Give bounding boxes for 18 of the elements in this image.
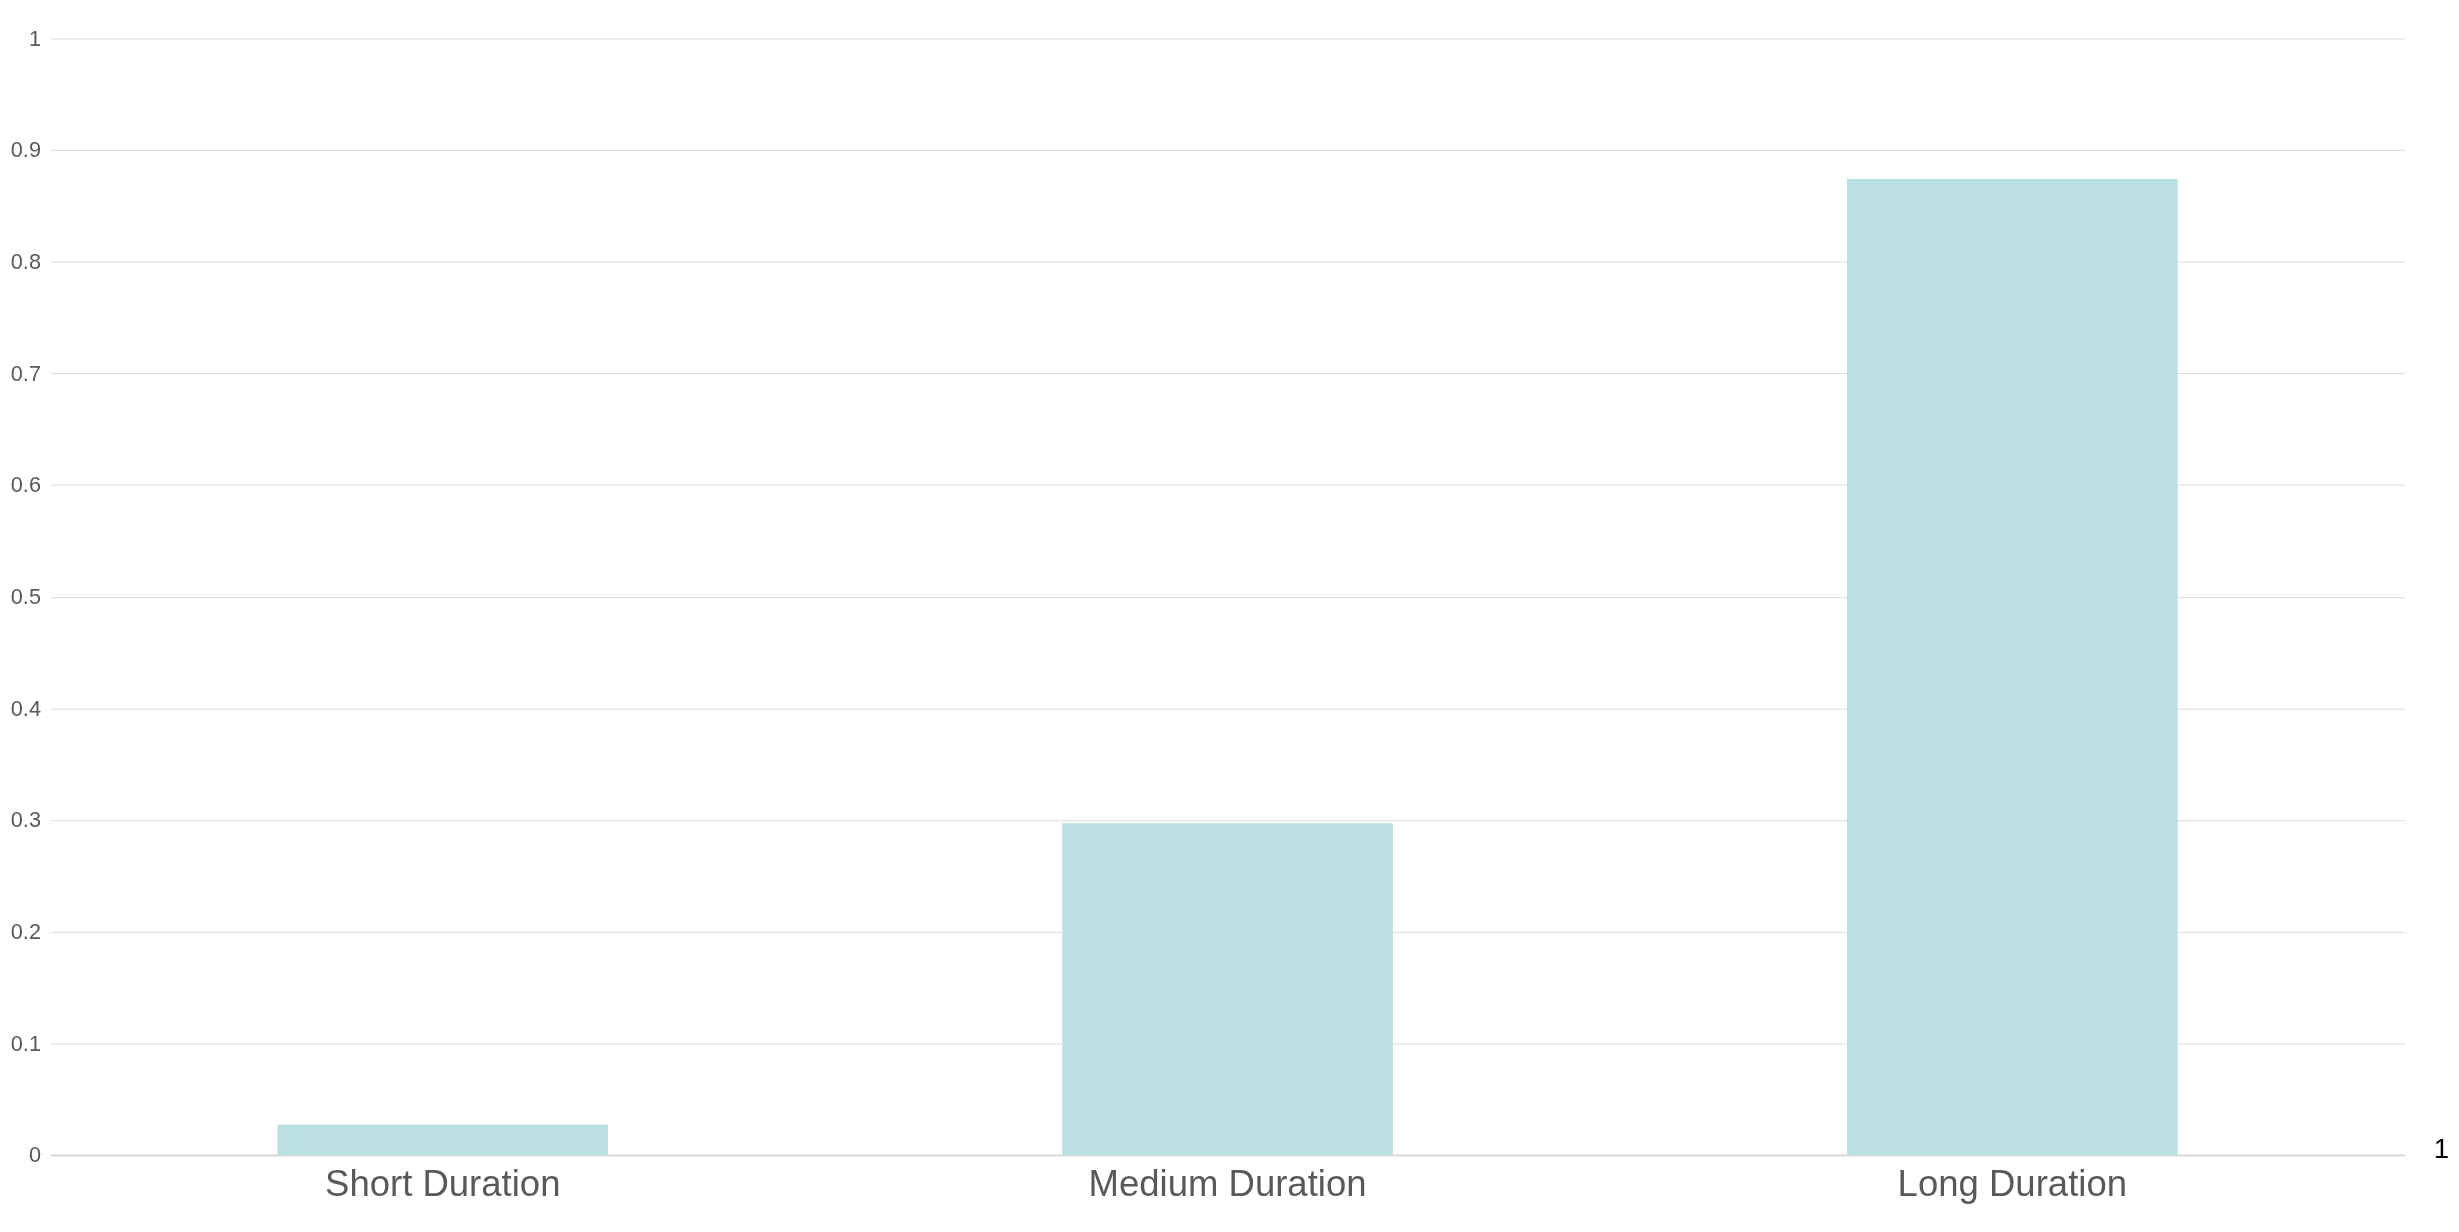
y-tick-label: 0.7 bbox=[10, 360, 41, 386]
y-tick-label: 1 bbox=[28, 25, 41, 51]
x-tick-label: Medium Duration bbox=[1088, 1162, 1367, 1204]
y-tick-label: 0.9 bbox=[10, 137, 41, 163]
x-tick-label: Short Duration bbox=[325, 1162, 561, 1204]
y-tick-label: 0 bbox=[28, 1142, 41, 1168]
x-tick-label: Long Duration bbox=[1897, 1162, 2128, 1204]
text: 1 bbox=[2433, 1132, 2450, 1164]
bar bbox=[277, 1124, 609, 1155]
y-tick-label: 0.6 bbox=[10, 472, 41, 498]
y-tick-label: 0.1 bbox=[10, 1030, 41, 1056]
y-tick-label: 0.8 bbox=[10, 249, 41, 275]
y-tick-label: 0.3 bbox=[10, 807, 41, 833]
bar bbox=[1062, 823, 1393, 1155]
y-tick-label: 0.5 bbox=[10, 584, 41, 610]
bar bbox=[1846, 179, 2178, 1155]
y-tick-label: 0.2 bbox=[10, 919, 41, 945]
y-tick-label: 0.4 bbox=[10, 695, 41, 721]
